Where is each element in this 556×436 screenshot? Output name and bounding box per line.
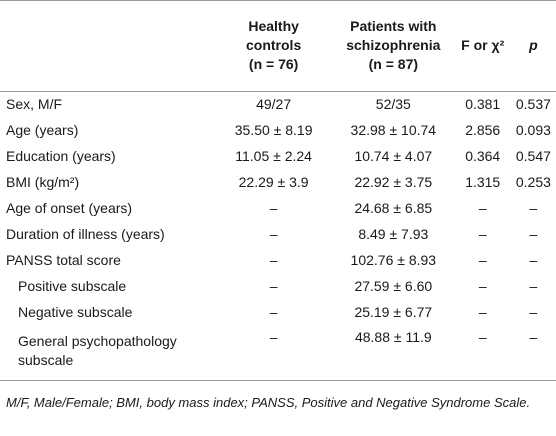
header-patients-n: (n = 87) [368,56,419,72]
cell-statistic: – [478,278,487,294]
cell-healthy: 35.50 ± 8.19 [234,122,313,138]
cell-patients: 8.49 ± 7.93 [358,226,429,242]
table-row: Duration of illness (years) – 8.49 ± 7.9… [0,221,556,247]
cell-p-value: 0.253 [515,174,551,190]
header-patients-line2: schizophrenia [346,37,441,53]
table-row: Sex, M/F 49/27 52/35 0.381 0.537 [0,91,556,117]
demographics-table: Healthy controls (n = 76) Patients with … [0,0,556,375]
cell-patients: 27.59 ± 6.60 [354,278,433,294]
cell-p-value: 0.547 [515,148,551,164]
cell-statistic: 1.315 [465,174,501,190]
row-label: Age (years) [6,122,79,138]
cell-p-value: 0.537 [515,96,551,112]
cell-statistic: – [478,304,487,320]
cell-p-value: – [529,226,538,242]
cell-p-value: – [529,329,538,345]
cell-statistic: 0.364 [465,148,501,164]
table-header-row: Healthy controls (n = 76) Patients with … [0,0,556,91]
cell-patients: 32.98 ± 10.74 [350,122,437,138]
row-label: Sex, M/F [6,96,63,112]
header-statistic: F or χ² [461,37,505,53]
row-label: Age of onset (years) [6,200,133,216]
cell-patients: 25.19 ± 6.77 [354,304,433,320]
header-healthy-controls: Healthy controls (n = 76) [215,0,332,91]
row-label: Duration of illness (years) [6,226,165,242]
cell-patients: 52/35 [375,96,411,112]
row-label: BMI (kg/m²) [6,174,80,190]
cell-patients: 10.74 ± 4.07 [354,148,433,164]
cell-healthy: 22.29 ± 3.9 [238,174,309,190]
header-healthy-line2: controls [246,37,302,53]
table-row: Age (years) 35.50 ± 8.19 32.98 ± 10.74 2… [0,117,556,143]
cell-healthy: – [269,304,278,320]
bottom-rule [0,380,556,381]
cell-healthy: – [269,329,278,345]
table-row: Negative subscale – 25.19 ± 6.77 – – [0,299,556,325]
cell-healthy: – [269,200,278,216]
header-patients: Patients with schizophrenia (n = 87) [332,0,455,91]
header-blank [0,0,215,91]
table-row: Positive subscale – 27.59 ± 6.60 – – [0,273,556,299]
cell-p-value: – [529,278,538,294]
row-label: PANSS total score [6,252,121,268]
cell-statistic: – [478,226,487,242]
cell-statistic: – [478,200,487,216]
cell-statistic: 2.856 [465,122,501,138]
cell-statistic: – [478,252,487,268]
header-healthy-n: (n = 76) [248,56,299,72]
header-patients-line1: Patients with [350,18,437,34]
cell-healthy: 49/27 [256,96,292,112]
row-label: Positive subscale [18,278,127,294]
cell-patients: 102.76 ± 8.93 [350,252,437,268]
cell-statistic: 0.381 [465,96,501,112]
row-label: General psychopathology subscale [18,332,177,368]
table-row: General psychopathology subscale – 48.88… [0,325,556,375]
row-label: Education (years) [6,148,116,164]
cell-healthy: – [269,278,278,294]
cell-patients: 48.88 ± 11.9 [354,329,432,345]
header-p-value: p [529,37,538,53]
table-row: BMI (kg/m²) 22.29 ± 3.9 22.92 ± 3.75 1.3… [0,169,556,195]
row-label: Negative subscale [18,304,133,320]
cell-p-value: – [529,200,538,216]
cell-healthy: – [269,252,278,268]
cell-healthy: 11.05 ± 2.24 [235,148,312,164]
cell-p-value: – [529,304,538,320]
table-row: Age of onset (years) – 24.68 ± 6.85 – – [0,195,556,221]
table-row: Education (years) 11.05 ± 2.24 10.74 ± 4… [0,143,556,169]
cell-patients: 24.68 ± 6.85 [354,200,433,216]
header-healthy-line1: Healthy [248,18,299,34]
cell-p-value: 0.093 [515,122,551,138]
cell-p-value: – [529,252,538,268]
header-rule [0,91,556,92]
table-row: PANSS total score – 102.76 ± 8.93 – – [0,247,556,273]
top-rule [0,0,556,1]
table-footnote: M/F, Male/Female; BMI, body mass index; … [6,395,531,410]
cell-patients: 22.92 ± 3.75 [354,174,433,190]
cell-healthy: – [269,226,278,242]
cell-statistic: – [478,329,487,345]
